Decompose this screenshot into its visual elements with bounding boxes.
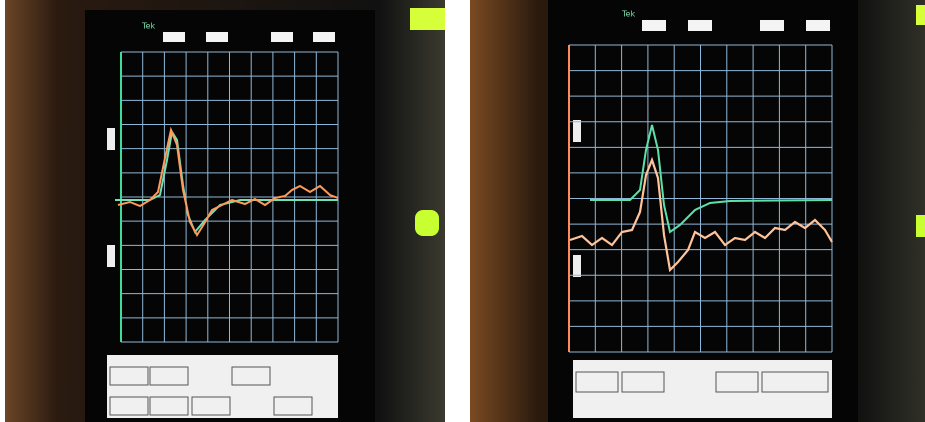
indicator-light (916, 5, 925, 25)
indicator-light (916, 215, 925, 237)
marker (573, 255, 581, 277)
indicator-light (410, 8, 445, 30)
screen-label: Tek (621, 10, 635, 19)
indicator-light (415, 210, 439, 236)
marker (107, 245, 115, 267)
readout-panel (573, 360, 832, 418)
screen-label: Tek (141, 22, 155, 31)
trace-orange (117, 126, 339, 237)
trace-orange (569, 156, 833, 273)
marker (573, 120, 581, 142)
softkeys (642, 20, 830, 31)
grid (568, 44, 833, 353)
screen (548, 0, 858, 422)
trace-green (590, 124, 833, 234)
softkeys (163, 32, 335, 42)
left-photo: Tek (5, 0, 445, 422)
marker (107, 128, 115, 150)
readout-panel (107, 355, 338, 418)
readout-cells (575, 371, 829, 393)
readout-cells (109, 366, 313, 416)
right-photo: Tek (470, 0, 925, 422)
